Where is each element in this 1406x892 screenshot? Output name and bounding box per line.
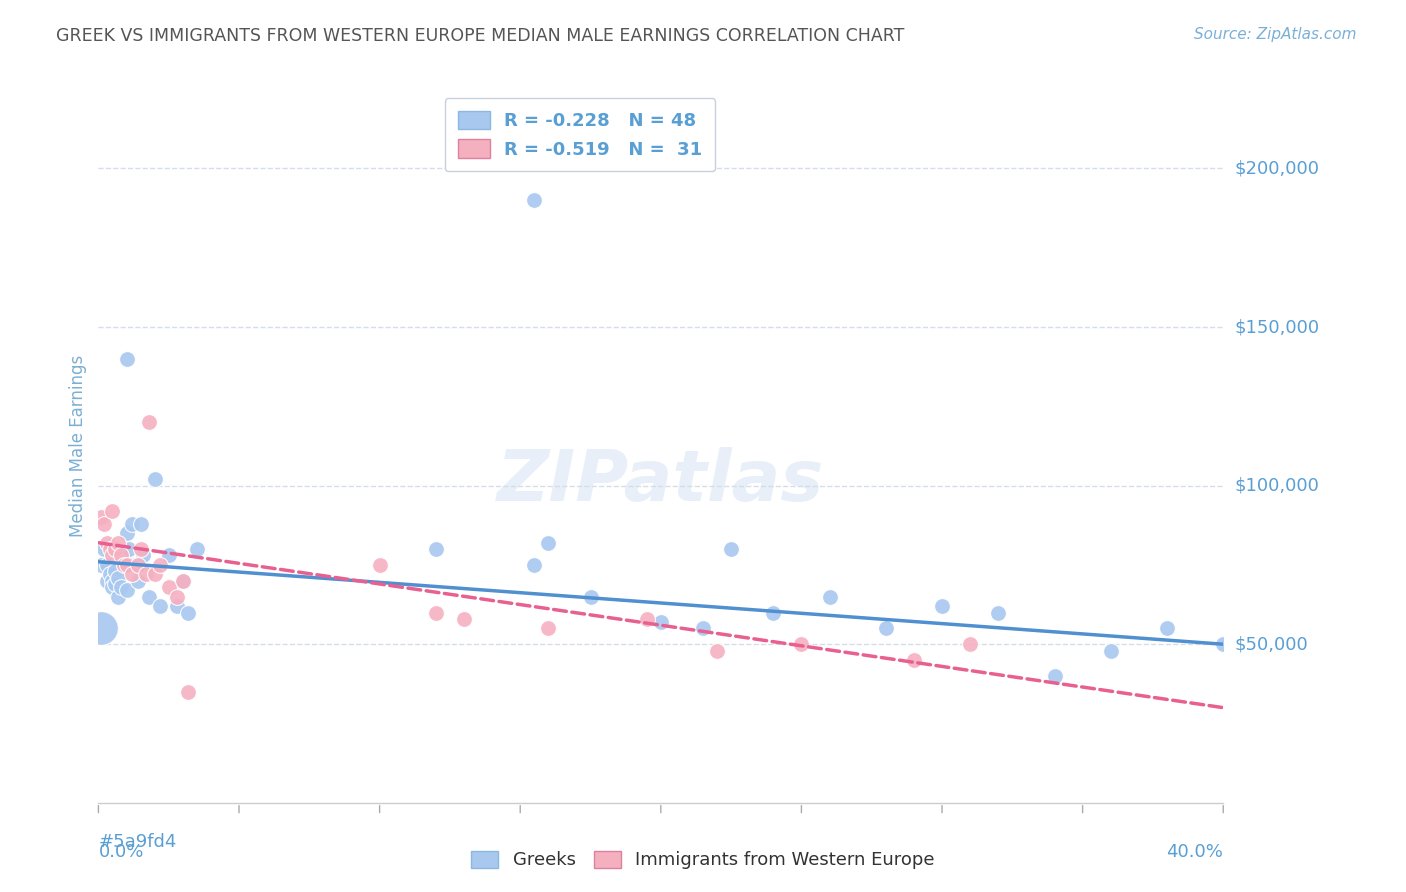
Point: [875, 621, 897, 635]
Point: [157, 580, 180, 594]
Point: [98, 567, 121, 582]
Point: [186, 542, 208, 557]
Point: [1043, 669, 1066, 683]
Point: [166, 590, 188, 604]
Point: [124, 558, 146, 572]
Point: [115, 583, 138, 598]
Point: [129, 516, 152, 531]
Point: [143, 472, 166, 486]
Point: [129, 542, 152, 557]
Point: [368, 558, 391, 572]
Point: [523, 193, 546, 207]
Point: [720, 542, 742, 557]
Text: #5a9fd4: #5a9fd4: [98, 833, 177, 851]
Point: [143, 567, 166, 582]
Text: $100,000: $100,000: [1234, 476, 1319, 495]
Point: [987, 606, 1010, 620]
Point: [107, 590, 129, 604]
Point: [172, 574, 194, 588]
Text: $150,000: $150,000: [1234, 318, 1319, 336]
Point: [138, 590, 160, 604]
Point: [149, 599, 172, 614]
Text: 40.0%: 40.0%: [1167, 843, 1223, 861]
Point: [104, 577, 127, 591]
Point: [101, 549, 124, 563]
Point: [138, 415, 160, 429]
Point: [523, 558, 546, 572]
Point: [90, 510, 112, 524]
Point: [636, 612, 658, 626]
Point: [692, 621, 714, 635]
Legend: Greeks, Immigrants from Western Europe: Greeks, Immigrants from Western Europe: [463, 842, 943, 879]
Point: [107, 571, 129, 585]
Point: [135, 567, 157, 582]
Text: Source: ZipAtlas.com: Source: ZipAtlas.com: [1194, 27, 1357, 42]
Point: [112, 558, 135, 572]
Point: [177, 606, 200, 620]
Point: [650, 615, 672, 629]
Point: [425, 542, 447, 557]
Point: [790, 637, 813, 651]
Point: [1156, 621, 1178, 635]
Point: [93, 542, 115, 557]
Point: [959, 637, 981, 651]
Point: [101, 504, 124, 518]
Point: [903, 653, 925, 667]
Text: $200,000: $200,000: [1234, 160, 1319, 178]
Point: [118, 542, 141, 557]
Point: [121, 516, 143, 531]
Point: [101, 574, 124, 588]
Point: [115, 526, 138, 541]
Text: $50,000: $50,000: [1234, 635, 1308, 653]
Point: [132, 549, 155, 563]
Point: [453, 612, 475, 626]
Point: [115, 351, 138, 366]
Text: ZIPatlas: ZIPatlas: [498, 447, 824, 516]
Legend: R = -0.228   N = 48, R = -0.519   N =  31: R = -0.228 N = 48, R = -0.519 N = 31: [444, 98, 716, 171]
Point: [121, 567, 143, 582]
Point: [706, 643, 728, 657]
Point: [127, 574, 149, 588]
Point: [96, 535, 118, 549]
Point: [115, 558, 138, 572]
Point: [107, 535, 129, 549]
Point: [931, 599, 953, 614]
Point: [166, 599, 188, 614]
Text: GREEK VS IMMIGRANTS FROM WESTERN EUROPE MEDIAN MALE EARNINGS CORRELATION CHART: GREEK VS IMMIGRANTS FROM WESTERN EUROPE …: [56, 27, 904, 45]
Point: [579, 590, 602, 604]
Point: [96, 558, 118, 572]
Point: [104, 564, 127, 578]
Point: [818, 590, 841, 604]
Point: [110, 580, 132, 594]
Point: [96, 574, 118, 588]
Point: [90, 621, 112, 635]
Point: [112, 549, 135, 563]
Point: [110, 549, 132, 563]
Point: [110, 549, 132, 563]
Point: [127, 558, 149, 572]
Point: [537, 621, 560, 635]
Point: [1099, 643, 1122, 657]
Point: [172, 574, 194, 588]
Text: 0.0%: 0.0%: [98, 843, 143, 861]
Point: [98, 542, 121, 557]
Point: [537, 535, 560, 549]
Point: [101, 580, 124, 594]
Point: [762, 606, 785, 620]
Y-axis label: Median Male Earnings: Median Male Earnings: [69, 355, 87, 537]
Point: [1212, 637, 1234, 651]
Point: [425, 606, 447, 620]
Point: [157, 549, 180, 563]
Point: [104, 542, 127, 557]
Point: [149, 558, 172, 572]
Point: [93, 516, 115, 531]
Point: [177, 685, 200, 699]
Point: [90, 558, 112, 572]
